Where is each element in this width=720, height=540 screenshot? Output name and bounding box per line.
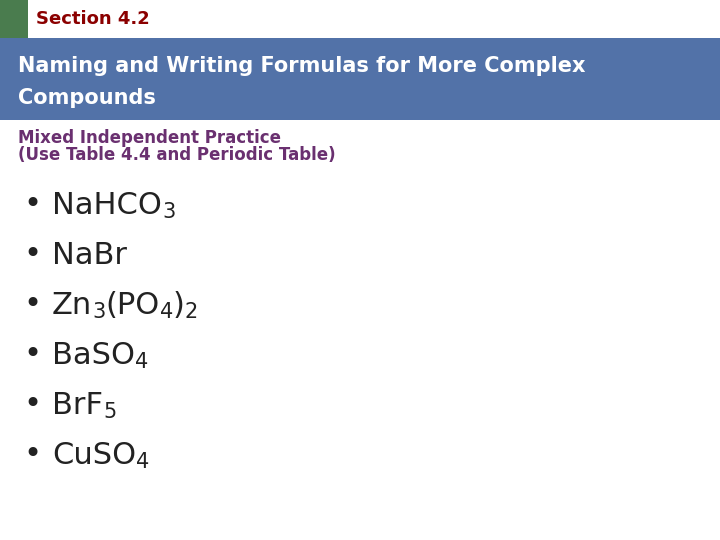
Text: 4: 4 bbox=[136, 452, 149, 472]
Text: •: • bbox=[23, 240, 41, 269]
Text: 4: 4 bbox=[160, 302, 173, 322]
Text: CuSO: CuSO bbox=[52, 441, 136, 469]
Text: BrF: BrF bbox=[52, 390, 103, 420]
FancyBboxPatch shape bbox=[0, 117, 720, 120]
FancyBboxPatch shape bbox=[0, 38, 720, 120]
FancyBboxPatch shape bbox=[27, 0, 243, 38]
Text: •: • bbox=[23, 341, 41, 369]
Text: (Use Table 4.4 and Periodic Table): (Use Table 4.4 and Periodic Table) bbox=[18, 146, 336, 164]
Text: •: • bbox=[23, 390, 41, 420]
Text: •: • bbox=[23, 191, 41, 219]
Text: 3: 3 bbox=[162, 202, 175, 222]
Text: 3: 3 bbox=[92, 302, 106, 322]
Text: ): ) bbox=[173, 291, 185, 320]
Text: NaHCO: NaHCO bbox=[52, 191, 162, 219]
Text: Compounds: Compounds bbox=[18, 88, 156, 108]
Text: Section 4.2: Section 4.2 bbox=[36, 10, 150, 28]
Text: (PO: (PO bbox=[106, 291, 160, 320]
Text: BaSO: BaSO bbox=[52, 341, 135, 369]
Text: 2: 2 bbox=[185, 302, 198, 322]
Text: •: • bbox=[23, 441, 41, 469]
Text: 5: 5 bbox=[103, 402, 116, 422]
FancyBboxPatch shape bbox=[0, 0, 28, 38]
Text: 4: 4 bbox=[135, 352, 148, 372]
Text: Zn: Zn bbox=[52, 291, 92, 320]
Text: NaBr: NaBr bbox=[52, 240, 127, 269]
Text: Naming and Writing Formulas for More Complex: Naming and Writing Formulas for More Com… bbox=[18, 56, 585, 76]
Text: •: • bbox=[23, 291, 41, 320]
Text: Mixed Independent Practice: Mixed Independent Practice bbox=[18, 129, 281, 147]
